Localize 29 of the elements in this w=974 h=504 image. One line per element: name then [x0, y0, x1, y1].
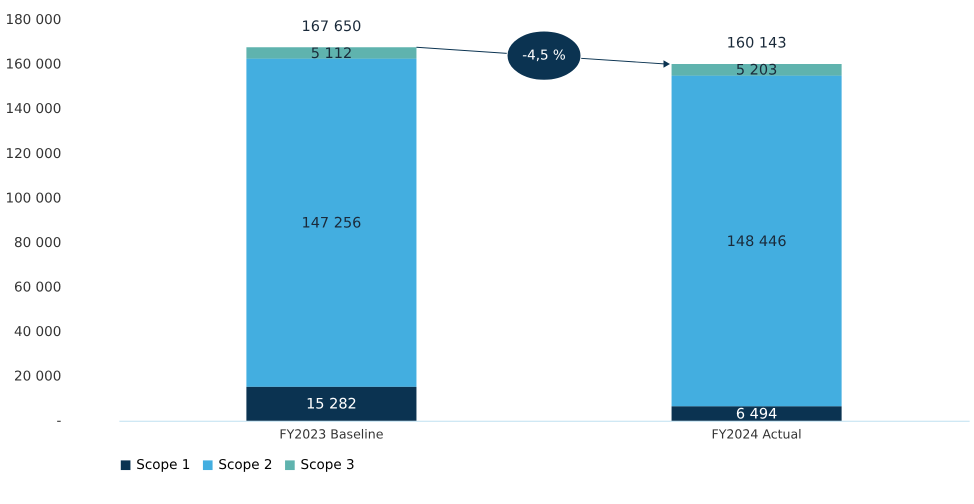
bar: [672, 64, 842, 76]
y-tick-label: 140 000: [5, 101, 62, 118]
y-tick-label: 60 000: [14, 279, 62, 296]
bar: [672, 76, 842, 406]
y-tick-label: 120 000: [5, 146, 62, 162]
data-label: 147 256: [301, 216, 362, 232]
y-tick-label: 80 000: [14, 234, 62, 251]
data-label: 148 446: [726, 234, 787, 250]
y-tick-label: 20 000: [14, 368, 62, 385]
bar: [246, 58, 416, 387]
total-label: 167 650: [301, 18, 362, 35]
bar: [672, 406, 842, 421]
x-tick-label: FY2024 Actual: [712, 426, 802, 442]
annotation: -4,5 %: [522, 48, 566, 64]
y-tick-label: -: [56, 413, 62, 430]
y-tick-label: 180 000: [5, 12, 62, 28]
y-tick-label: 160 000: [5, 56, 62, 73]
data-label: 6 494: [736, 406, 778, 422]
legend-label: Scope 1: [136, 457, 190, 474]
data-label: 5 203: [736, 62, 778, 79]
legend-label: Scope 2: [218, 457, 272, 474]
x-tick-label: FY2023 Baseline: [279, 426, 384, 442]
y-tick-label: 100 000: [5, 190, 62, 206]
y-tick-label: 40 000: [14, 324, 62, 340]
total-label: 160 143: [726, 36, 787, 52]
data-label: 15 282: [306, 396, 357, 413]
legend-label: Scope 3: [300, 457, 355, 474]
bar: [246, 386, 416, 421]
data-label: 5 112: [310, 46, 352, 62]
